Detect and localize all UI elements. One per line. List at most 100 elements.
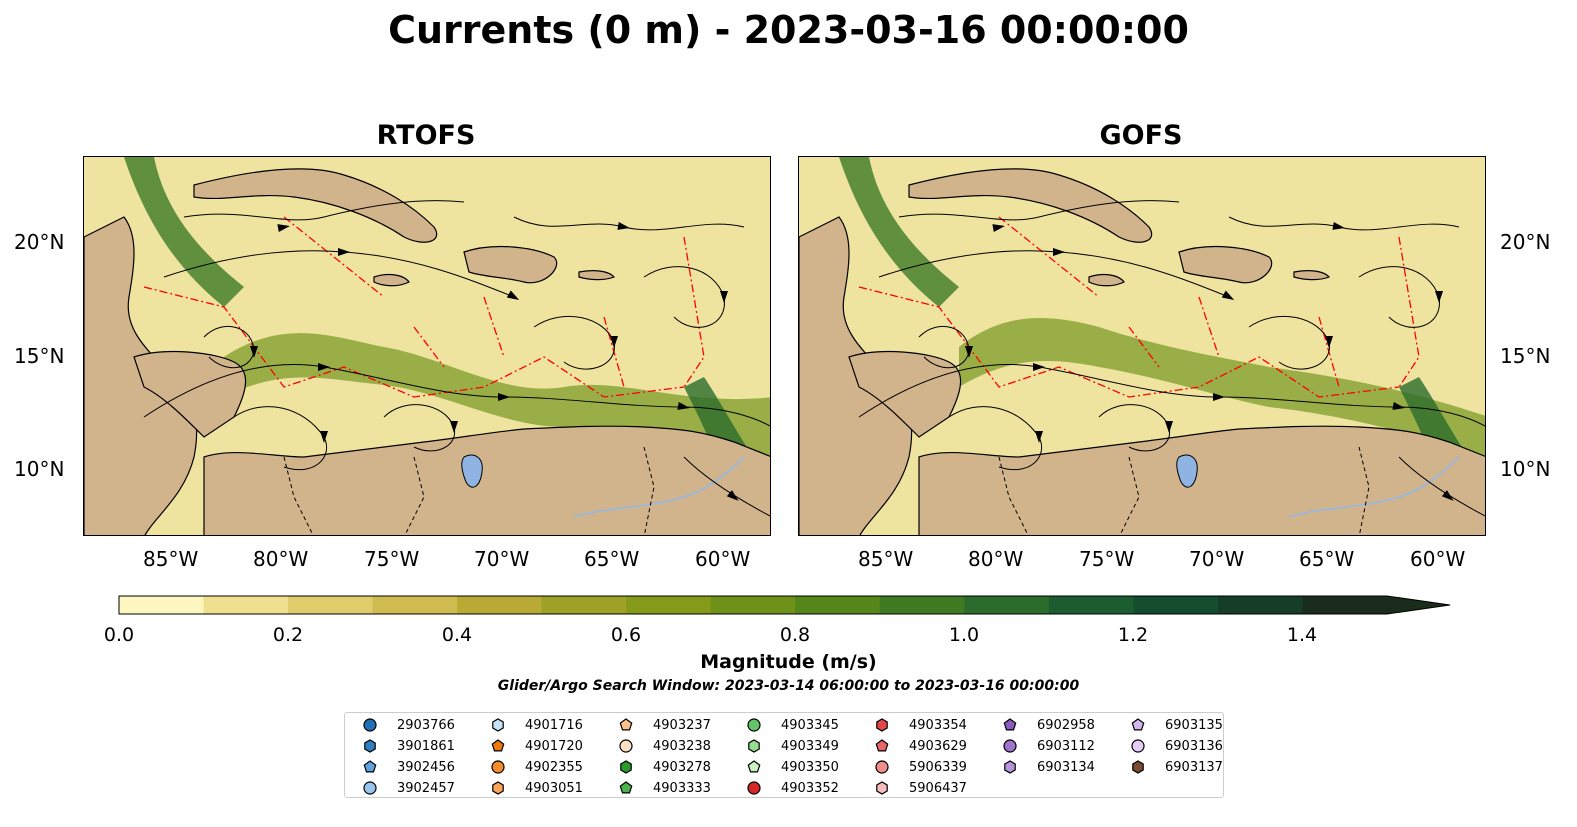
legend-marker-icon: [491, 739, 505, 752]
legend-label: 4901720: [525, 738, 583, 754]
streamline-arrow: [1165, 421, 1173, 433]
legend-marker: [1131, 739, 1145, 753]
legend-item: 4901720: [487, 736, 583, 756]
legend-marker-icon: [492, 781, 504, 795]
legend-marker: [363, 760, 377, 773]
legend-item: 6903134: [999, 757, 1095, 777]
land-mass: [1088, 273, 1125, 287]
legend-label: 4903278: [653, 759, 711, 775]
legend-marker: [619, 739, 633, 753]
land-mass: [193, 168, 438, 243]
legend-marker: [492, 781, 504, 795]
colorbar-segment: [288, 596, 374, 614]
legend-item: 6903112: [999, 736, 1095, 756]
legend-marker-icon: [876, 781, 888, 795]
legend-item: 6903136: [1127, 736, 1223, 756]
land-mass: [908, 168, 1153, 243]
legend-marker-icon: [619, 739, 633, 753]
legend-marker-icon: [1004, 760, 1016, 774]
colorbar: [118, 595, 1451, 615]
legend-marker: [491, 760, 505, 774]
yucatan-current: [839, 157, 959, 307]
country-border: [998, 446, 1370, 535]
legend-label: 5906437: [909, 780, 967, 796]
streamline-arrow: [1392, 402, 1405, 410]
legend-marker: [747, 760, 761, 773]
streamline-arrow: [610, 336, 618, 348]
legend-marker: [363, 781, 377, 795]
map-gofs[interactable]: [798, 156, 1486, 536]
legend-label: 2903766: [397, 717, 455, 733]
legend-marker: [619, 718, 633, 731]
legend-label: 6903112: [1037, 738, 1095, 754]
legend-marker-icon: [491, 760, 505, 774]
colorbar-segment: [1133, 596, 1219, 614]
streamline: [858, 364, 1485, 427]
streamline-arrow: [1035, 431, 1043, 443]
legend-marker-icon: [875, 739, 889, 752]
legend-item: 6903137: [1127, 757, 1223, 777]
legend-marker-icon: [1003, 739, 1017, 753]
legend-item: 4903349: [743, 736, 839, 756]
streamline-arrow: [726, 490, 739, 501]
legend-marker: [748, 739, 760, 753]
streamline-arrow: [1053, 248, 1065, 256]
legend-item: 4901716: [487, 715, 583, 735]
streamline: [1398, 456, 1485, 517]
legend-label: 4903352: [781, 780, 839, 796]
lon-label-65w-gofs: 65°W: [1299, 547, 1355, 571]
legend-label: 4902355: [525, 759, 583, 775]
river: [1288, 456, 1460, 518]
legend-label: 6903137: [1165, 759, 1223, 775]
colorbar-segment: [541, 596, 627, 614]
panel-title-gofs: GOFS: [1099, 120, 1183, 151]
legend-marker: [747, 781, 761, 795]
legend-marker: [1131, 718, 1145, 731]
legend-marker-icon: [492, 718, 504, 732]
panel-title-rtofs: RTOFS: [376, 120, 476, 151]
legend-marker: [364, 739, 376, 753]
land-mass: [133, 350, 247, 438]
legend-item: 4903345: [743, 715, 839, 735]
legend-marker-icon: [1003, 718, 1017, 731]
map-rtofs[interactable]: [83, 156, 771, 536]
legend-marker-icon: [364, 739, 376, 753]
legend-marker-icon: [1131, 718, 1145, 731]
colorbar-segment: [457, 596, 543, 614]
legend-marker-icon: [1131, 739, 1145, 753]
colorbar-tick-0: 0.0: [103, 624, 135, 646]
streamline: [143, 364, 770, 427]
yucatan-current: [124, 157, 244, 307]
legend-label: 6902958: [1037, 717, 1095, 733]
legend-marker-icon: [875, 760, 889, 774]
lat-label-15n-right: 15°N: [1500, 344, 1551, 368]
map-rtofs-canvas: [84, 157, 770, 535]
colorbar-segment: [1302, 596, 1388, 614]
colorbar-segment: [795, 596, 881, 614]
legend-marker: [747, 718, 761, 732]
legend-item: 5906437: [871, 778, 967, 798]
figure-title: Currents (0 m) - 2023-03-16 00:00:00: [388, 8, 1189, 52]
legend-item: 4903350: [743, 757, 839, 777]
legend-label: 4903350: [781, 759, 839, 775]
legend-item: 3902456: [359, 757, 455, 777]
colorbar-segment: [203, 596, 289, 614]
lon-label-85w-gofs: 85°W: [858, 547, 914, 571]
legend-marker: [1003, 739, 1017, 753]
land-mass: [578, 270, 615, 281]
land-mass: [463, 245, 558, 284]
legend-item: 4903354: [871, 715, 967, 735]
legend-marker-icon: [1132, 760, 1144, 774]
legend-label: 4903333: [653, 780, 711, 796]
legend-item: 4903333: [615, 778, 711, 798]
legend-label: 5906339: [909, 759, 967, 775]
streamline-arrow: [338, 248, 350, 256]
legend-marker: [1003, 718, 1017, 731]
streamline-arrow: [1435, 291, 1443, 303]
legend-item: 4903238: [615, 736, 711, 756]
legend-label: 3901861: [397, 738, 455, 754]
legend-marker: [875, 760, 889, 774]
lat-label-15n-left: 15°N: [14, 344, 65, 368]
current-band: [959, 318, 1485, 456]
streamline: [898, 200, 1180, 221]
